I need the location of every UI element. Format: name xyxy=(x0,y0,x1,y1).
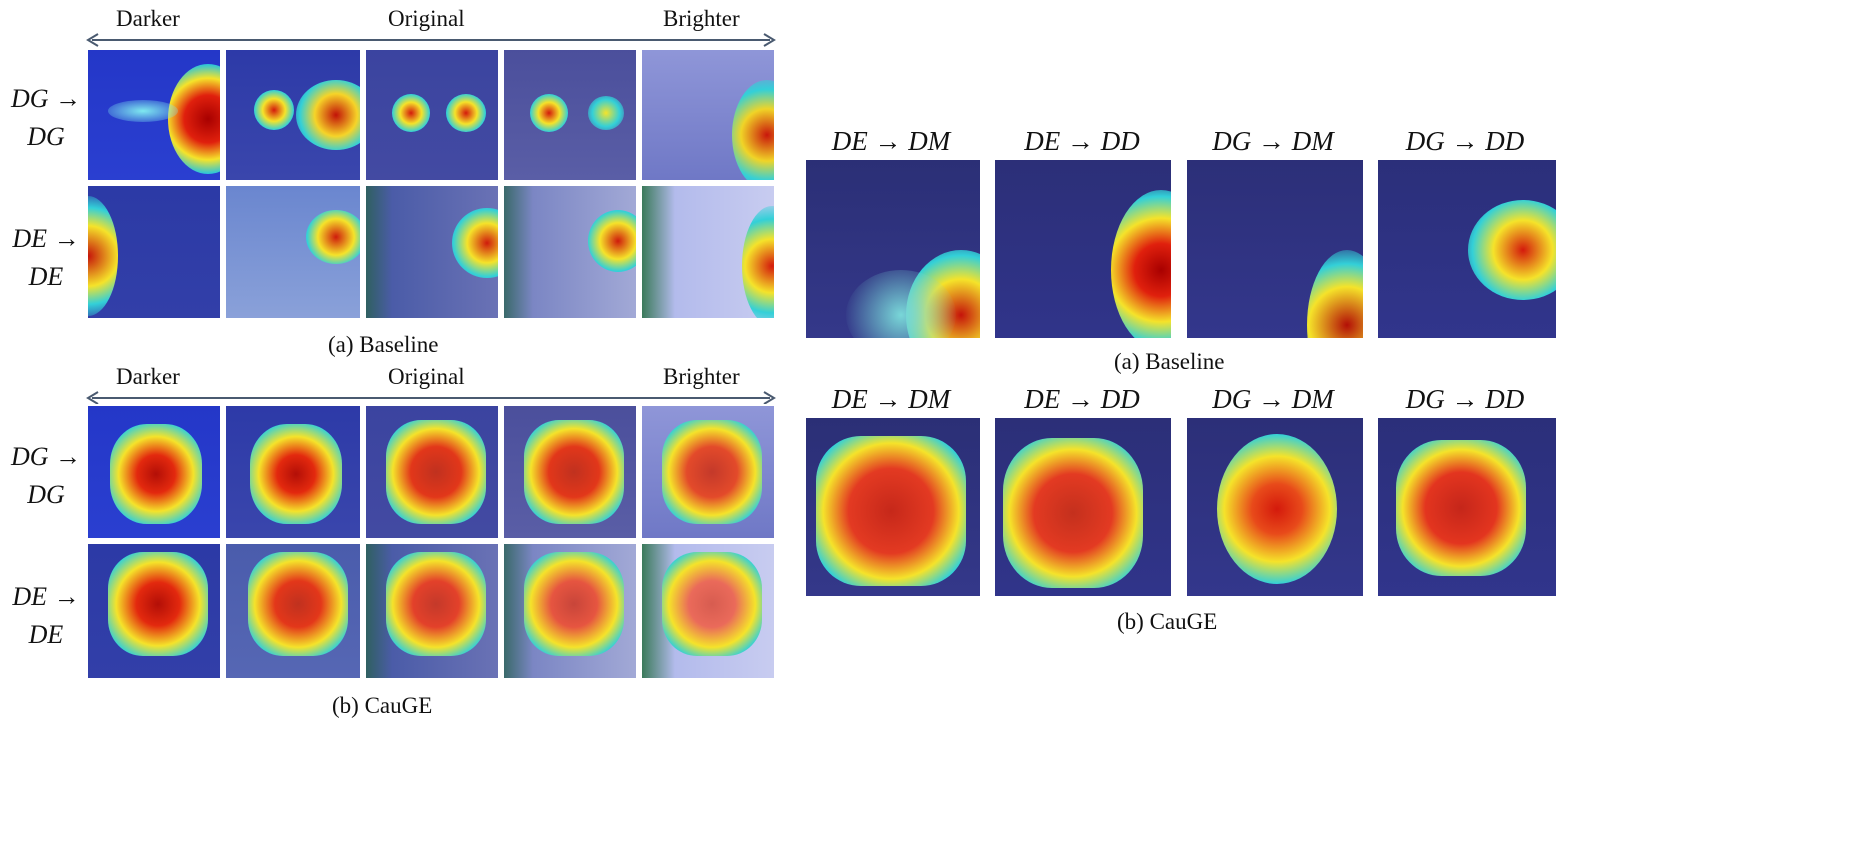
heatmap-tile xyxy=(364,404,500,540)
column-header-dg-dm: DG → DM xyxy=(1212,126,1334,156)
row-label-de-de-cauge: DE → DE xyxy=(6,578,86,654)
heatmap-tile xyxy=(640,48,776,182)
heatmap-tile xyxy=(1378,160,1556,338)
heatmap-tile xyxy=(1378,418,1556,596)
column-header-dg-dm: DG → DM xyxy=(1212,384,1334,414)
label-brighter-bottom: Brighter xyxy=(663,364,740,389)
label-darker-top: Darker xyxy=(116,6,180,31)
heatmap-tile xyxy=(640,542,776,680)
label-brighter-top: Brighter xyxy=(663,6,740,31)
label-darker-bottom: Darker xyxy=(116,364,180,389)
row-label-line2: DG xyxy=(27,480,65,509)
heatmap-tile xyxy=(224,404,362,540)
row-label-line1: DG → xyxy=(10,442,82,471)
heatmap-tile xyxy=(86,542,222,680)
heatmap-tile xyxy=(995,160,1171,338)
column-header-dg-dd: DG → DD xyxy=(1405,384,1525,414)
heatmap-tile xyxy=(806,160,980,338)
heatmap-tile xyxy=(364,542,500,680)
heatmap-tile xyxy=(1187,418,1363,596)
column-header-de-dd: DE → DD xyxy=(1024,126,1140,156)
heatmap-tile xyxy=(806,418,980,596)
row-label-de-de-baseline: DE → DE xyxy=(6,220,86,296)
heatmap-tile xyxy=(502,404,638,540)
row-label-line1: DE → xyxy=(12,224,80,253)
label-original-bottom: Original xyxy=(388,364,465,389)
heatmap-tile xyxy=(364,48,500,182)
row-label-dg-dg-baseline: DG → DG xyxy=(6,80,86,156)
label-original-top: Original xyxy=(388,6,465,31)
caption-right-baseline: (a) Baseline xyxy=(1114,349,1225,374)
heatmap-tile xyxy=(86,48,222,182)
heatmap-tile xyxy=(86,404,222,540)
heatmap-tile xyxy=(224,184,362,320)
heatmap-tile xyxy=(502,48,638,182)
row-label-line2: DG xyxy=(27,122,65,151)
caption-left-cauge: (b) CauGE xyxy=(332,693,433,718)
heatmap-tile xyxy=(502,184,638,320)
row-label-line2: DE xyxy=(28,262,64,291)
heatmap-tile xyxy=(364,184,500,320)
caption-right-cauge: (b) CauGE xyxy=(1117,609,1218,634)
row-label-dg-dg-cauge: DG → DG xyxy=(6,438,86,514)
heatmap-tile xyxy=(502,542,638,680)
heatmap-tile xyxy=(224,48,362,182)
heatmap-tile xyxy=(640,184,776,320)
column-header-dg-dd: DG → DD xyxy=(1405,126,1525,156)
heatmap-tile xyxy=(640,404,776,540)
row-label-line2: DE xyxy=(28,620,64,649)
heatmap-tile xyxy=(86,184,222,320)
caption-left-baseline: (a) Baseline xyxy=(328,332,439,357)
heatmap-tile xyxy=(995,418,1171,596)
heatmap-tile xyxy=(224,542,362,680)
double-arrow-top xyxy=(86,33,776,47)
row-label-line1: DE → xyxy=(12,582,80,611)
double-arrow-bottom xyxy=(86,391,776,405)
heatmap-tile xyxy=(1187,160,1363,338)
column-header-de-dm: DE → DM xyxy=(831,384,951,414)
column-header-de-dd: DE → DD xyxy=(1024,384,1140,414)
column-header-de-dm: DE → DM xyxy=(831,126,951,156)
row-label-line1: DG → xyxy=(10,84,82,113)
